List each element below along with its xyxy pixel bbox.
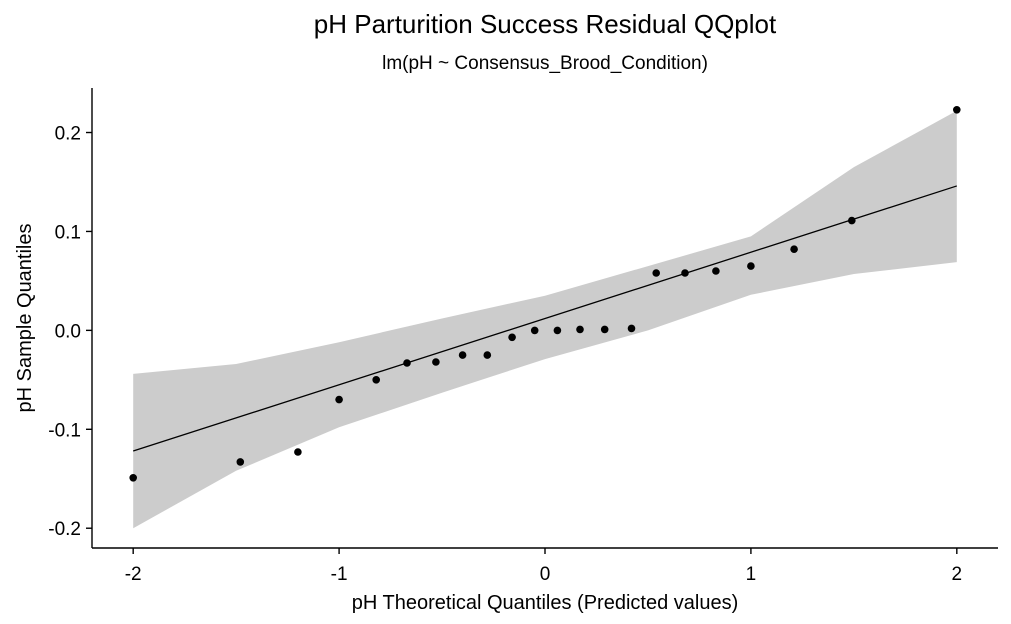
- plot-area: [129, 106, 961, 529]
- data-point: [508, 333, 516, 342]
- y-tick-label: 0.1: [55, 222, 81, 243]
- y-axis-ticks: -0.2 -0.1 0.0 0.1 0.2: [48, 124, 92, 540]
- data-point: [553, 326, 562, 335]
- chart-subtitle: lm(pH ~ Consensus_Brood_Condition): [382, 53, 708, 74]
- data-point: [712, 267, 720, 275]
- x-tick-label: -1: [331, 564, 348, 585]
- data-point: [681, 269, 689, 277]
- data-point: [483, 351, 492, 359]
- data-point: [576, 325, 584, 334]
- data-point: [294, 448, 302, 456]
- data-point: [129, 474, 137, 482]
- x-tick-label: 0: [540, 564, 551, 585]
- x-axis-label: pH Theoretical Quantiles (Predicted valu…: [352, 592, 738, 614]
- y-tick-label: -0.1: [48, 420, 81, 441]
- data-point: [848, 216, 856, 225]
- x-tick-label: 2: [952, 564, 963, 585]
- data-point: [530, 326, 539, 335]
- data-points: [129, 106, 961, 482]
- data-point: [372, 376, 381, 384]
- y-tick-label: 0.0: [55, 321, 81, 342]
- x-tick-label: 1: [746, 564, 757, 585]
- y-tick-label: -0.2: [48, 519, 81, 540]
- data-point: [458, 351, 467, 359]
- chart-title: pH Parturition Success Residual QQplot: [314, 9, 777, 39]
- confidence-band: [133, 110, 957, 529]
- y-axis-label: pH Sample Quantiles: [14, 224, 36, 413]
- y-tick-label: 0.2: [55, 124, 81, 145]
- x-axis-ticks: -2 -1 0 1 2: [125, 548, 962, 585]
- data-point: [747, 262, 755, 270]
- data-point: [432, 358, 440, 366]
- data-point: [790, 245, 798, 253]
- data-point: [335, 395, 343, 404]
- data-point: [627, 324, 636, 333]
- reference-line: [132, 185, 958, 452]
- data-point: [403, 359, 411, 367]
- x-tick-label: -2: [125, 564, 142, 585]
- data-point: [953, 106, 961, 114]
- data-point: [600, 325, 609, 334]
- data-point: [236, 458, 245, 466]
- data-point: [652, 269, 660, 277]
